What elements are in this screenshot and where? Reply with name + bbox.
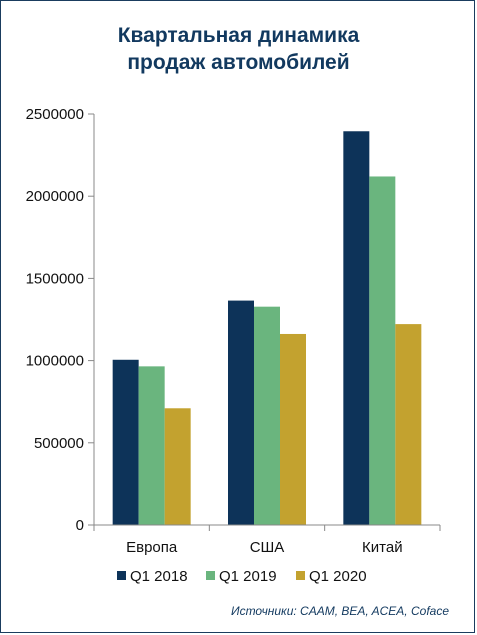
bar-1-2 xyxy=(228,300,254,525)
y-tick-label: 2500000 xyxy=(26,106,84,123)
y-tick-label: 1500000 xyxy=(26,270,84,287)
bar-3-3 xyxy=(395,324,422,525)
bar-2-1 xyxy=(138,366,165,525)
bar-3-2 xyxy=(280,333,306,525)
bar-2-3 xyxy=(369,176,396,526)
x-category-label: Китай xyxy=(362,539,403,556)
chart-title: Квартальная динамика продаж автомобилей xyxy=(0,22,477,76)
bar-1-3 xyxy=(343,131,370,525)
bar-2-2 xyxy=(254,306,280,525)
legend-label: Q1 2019 xyxy=(219,568,277,585)
bar-3-1 xyxy=(164,408,191,525)
legend-swatch xyxy=(296,571,305,580)
legend-swatch xyxy=(117,571,126,580)
legend: Q1 2018 Q1 2019 Q1 2020 xyxy=(117,568,367,585)
legend-label: Q1 2020 xyxy=(309,568,367,585)
y-tick-label: 0 xyxy=(76,517,84,534)
y-axis-ticks: 0 500000 1000000 1500000 2000000 2500000 xyxy=(26,106,94,534)
source-note: Источники: CAAM, BEA, ACEA, Coface xyxy=(230,604,449,618)
chart-title-line-1: Квартальная динамика xyxy=(117,24,360,47)
y-tick-label: 2000000 xyxy=(26,188,84,205)
legend-swatch xyxy=(206,571,215,580)
bar-1-1 xyxy=(112,359,139,525)
bars xyxy=(112,131,422,526)
legend-label: Q1 2018 xyxy=(130,568,188,585)
chart-title-line-2: продаж автомобилей xyxy=(127,51,350,74)
y-tick-label: 1000000 xyxy=(26,353,84,370)
y-tick-label: 500000 xyxy=(34,435,84,452)
x-axis-labels: Европа США Китай xyxy=(93,525,441,556)
x-category-label: США xyxy=(250,539,285,556)
x-category-label: Европа xyxy=(126,539,178,556)
